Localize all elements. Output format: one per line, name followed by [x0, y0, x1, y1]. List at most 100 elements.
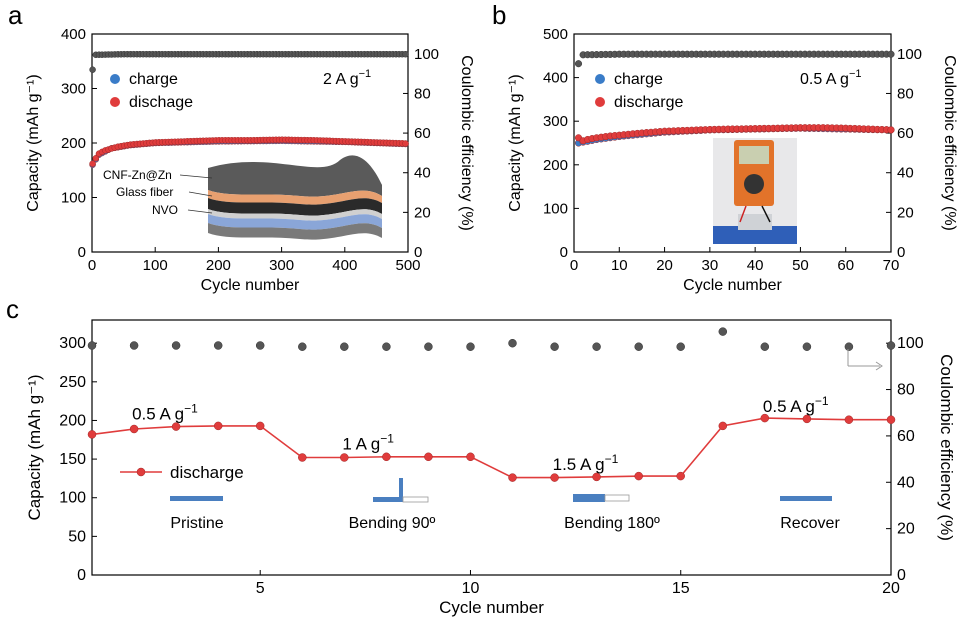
y-axis-label-b: Capacity (mAh g⁻¹) [507, 74, 524, 211]
y-tick-label-b-3: 300 [543, 113, 568, 130]
x-tick-label-c-3: 20 [882, 580, 900, 597]
series-c-0 [87, 413, 896, 482]
series-b-1 [574, 124, 895, 145]
rate-label-a: 2 A g−1 [323, 68, 371, 88]
point-a-1-1 [92, 155, 100, 162]
point-c-0-2 [171, 422, 181, 431]
bending-90-icon [373, 478, 429, 503]
x-tick-label-a-0: 0 [88, 257, 96, 274]
y2-tick-label-b-4: 80 [897, 85, 914, 102]
inset-label-nvo: NVO [152, 203, 178, 217]
rate-label-b: 0.5 A g−1 [800, 68, 861, 88]
y-tick-label-c-1: 50 [68, 528, 86, 545]
y2-axis-label-c: Coulombic efficiency (%) [937, 354, 956, 541]
point-c-1-7 [382, 342, 391, 351]
point-c-1-1 [129, 341, 139, 350]
point-c-1-17 [802, 342, 812, 351]
point-c-1-5 [298, 342, 307, 351]
layer-gray-bottom [208, 223, 382, 240]
point-a-2-99 [402, 50, 409, 58]
rate-label-a-base: 2 A g [323, 71, 359, 88]
point-c-0-7 [382, 452, 391, 462]
y-tick-label-b-4: 400 [543, 70, 568, 87]
point-c-0-5 [298, 453, 307, 462]
layer-dark [208, 198, 382, 216]
y-tick-label-b-2: 200 [543, 157, 568, 174]
point-c-0-11 [550, 473, 559, 482]
x-tick-label-b-3: 30 [702, 257, 719, 274]
rate-annotation-c-3-exp: −1 [815, 394, 829, 408]
x-tick-label-b-4: 40 [747, 257, 764, 274]
point-a-1-99 [402, 140, 409, 147]
y2-tick-label-b-2: 40 [897, 165, 914, 182]
x-axis-label-c: Cycle number [439, 598, 544, 617]
x-tick-label-b-0: 0 [570, 257, 578, 274]
panel-c: 5 10 15 20050100150200250300020406080100Cyc… [25, 319, 956, 617]
series-c-1 [87, 327, 896, 351]
series-b-2 [574, 50, 895, 68]
point-c-0-9 [466, 452, 475, 462]
point-b-2-0 [574, 60, 583, 68]
point-c-0-17 [802, 414, 812, 424]
plot-frame-b [573, 33, 892, 253]
rate-annotation-c-2-base: 1.5 A g [553, 455, 605, 474]
point-c-1-16 [760, 342, 770, 351]
y2-tick-label-c-5: 100 [897, 335, 924, 352]
x-tick-label-a-4: 400 [332, 257, 357, 274]
y2-tick-label-a-0: 0 [414, 244, 422, 261]
probe-wire-red [739, 205, 747, 223]
legend-marker-a-1 [110, 97, 120, 107]
rate-annotation-c-1-exp: −1 [380, 432, 394, 446]
legend-label-b-1: discharge [614, 94, 683, 111]
x-tick-label-b-1: 10 [611, 257, 628, 274]
point-c-1-0 [87, 341, 97, 350]
panel-letter-a: a [8, 0, 23, 30]
point-c-1-15 [718, 327, 728, 336]
y2-tick-label-c-2: 40 [897, 474, 915, 491]
legend-label-a-1: dischage [129, 94, 193, 111]
y2-tick-label-c-4: 80 [897, 382, 915, 399]
rate-annotation-c-3-base: 0.5 A g [763, 397, 815, 416]
point-c-0-3 [213, 421, 223, 431]
series-a-1 [89, 136, 409, 167]
legend-label-a-0: charge [129, 71, 178, 88]
y2-tick-label-b-0: 0 [897, 244, 905, 261]
rate-annotation-c-0: 0.5 A g−1 [132, 402, 198, 424]
point-c-1-8 [424, 342, 433, 351]
layer-orange [208, 190, 382, 205]
rate-annotation-c-2: 1.5 A g−1 [553, 452, 619, 474]
point-c-1-6 [340, 342, 349, 351]
y-axis-label-c: Capacity (mAh g⁻¹) [25, 375, 44, 521]
y2-tick-label-c-0: 0 [897, 567, 906, 584]
panel-letter-b: b [492, 0, 506, 30]
y-tick-label-b-5: 500 [543, 26, 568, 43]
y2-tick-label-b-3: 60 [897, 125, 914, 142]
y-tick-label-c-6: 300 [59, 335, 86, 352]
x-axis-label-a: Cycle number [201, 277, 300, 294]
point-c-1-19 [886, 341, 896, 350]
y2-tick-label-a-3: 60 [414, 125, 431, 142]
y-tick-label-c-0: 0 [77, 567, 86, 584]
point-c-0-6 [340, 453, 349, 462]
y-tick-label-a-0: 0 [78, 244, 86, 261]
multimeter-dial [744, 174, 764, 194]
point-c-1-13 [634, 342, 643, 351]
point-c-1-9 [466, 342, 475, 351]
plot-frame-c [91, 319, 892, 576]
point-c-0-8 [424, 452, 433, 462]
y2-axis-label-a: Coulombic efficiency (%) [458, 55, 475, 231]
inset-label-cnf: CNF-Zn@Zn [103, 168, 172, 182]
point-a-1-0 [89, 160, 96, 167]
x-tick-label-c-2: 15 [672, 580, 690, 597]
legend-label-b-0: charge [614, 71, 663, 88]
x-axis-label-b: Cycle number [683, 277, 782, 294]
state-label-c-0: Pristine [170, 515, 223, 532]
y2-tick-label-a-1: 20 [414, 204, 431, 221]
y-tick-label-c-2: 100 [59, 490, 86, 507]
rate-label-b-exp: −1 [849, 68, 862, 80]
point-b-1-69 [887, 126, 895, 134]
point-c-1-3 [213, 341, 223, 350]
y-tick-label-b-1: 100 [543, 200, 568, 217]
y2-tick-label-a-2: 40 [414, 165, 431, 182]
